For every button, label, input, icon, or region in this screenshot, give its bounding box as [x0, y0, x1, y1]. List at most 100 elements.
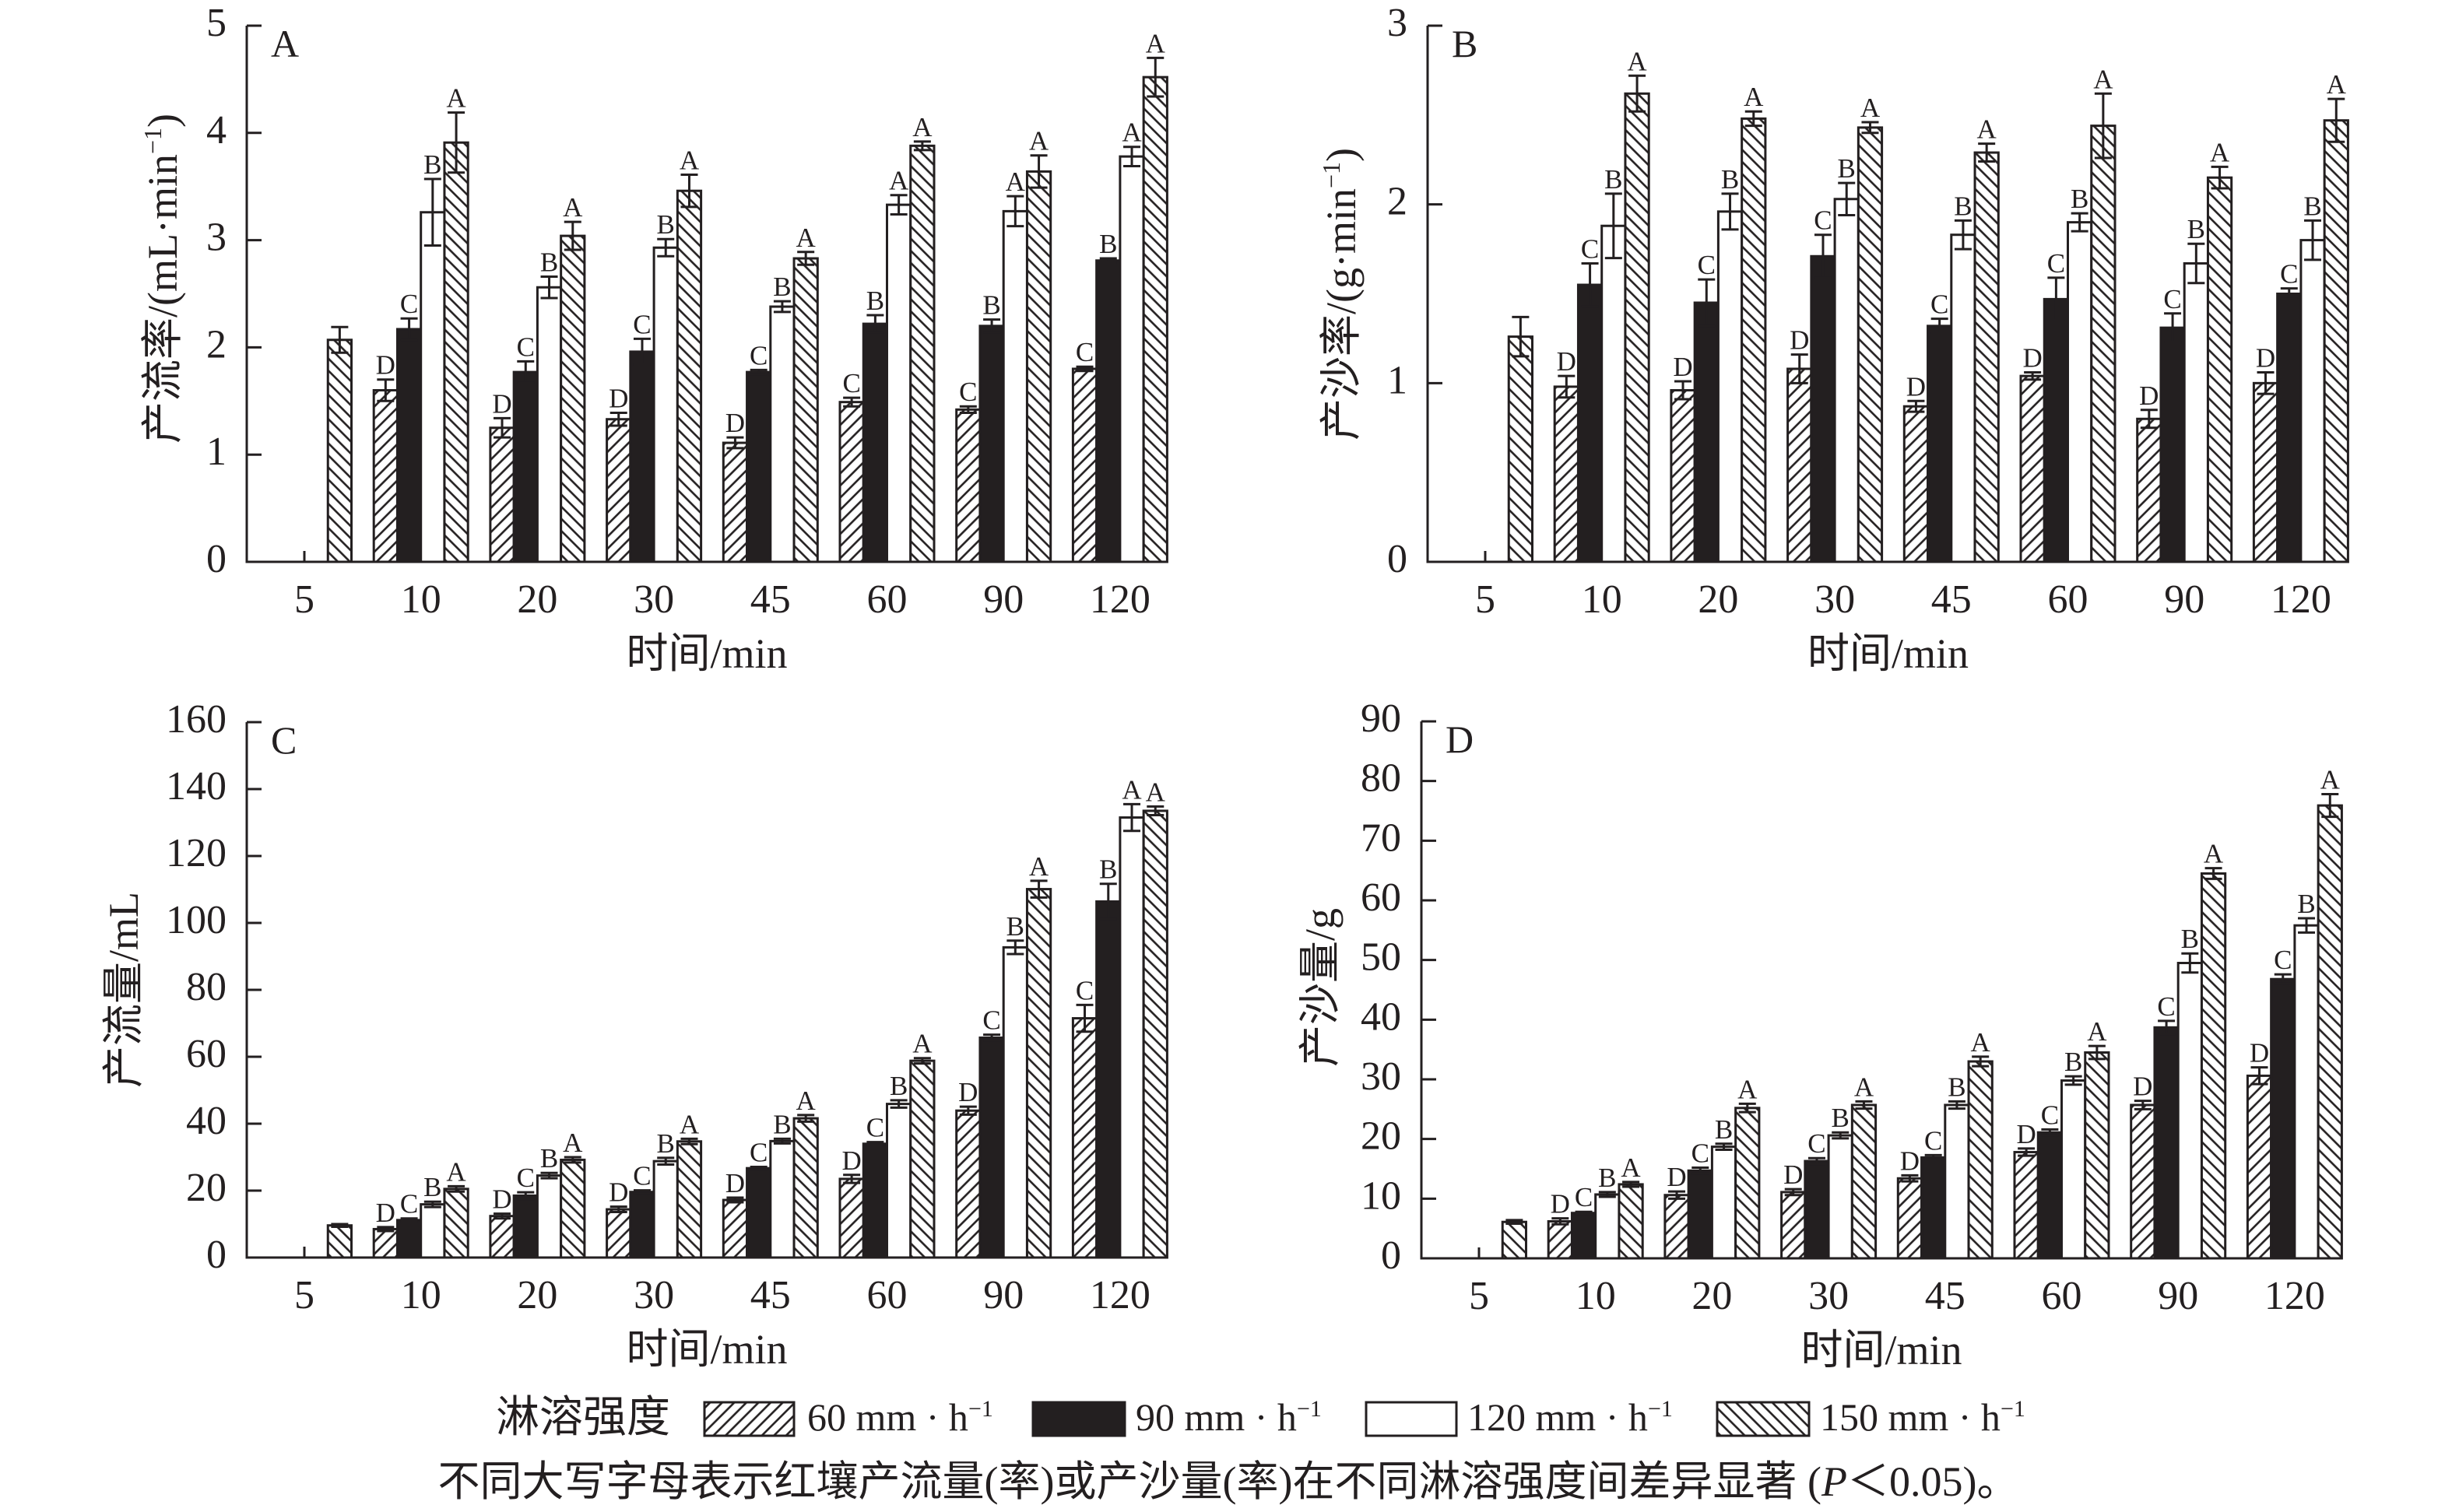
- error-bar: [1622, 1180, 1640, 1188]
- legend-label-text: 120 mm · h: [1467, 1395, 1648, 1439]
- bar-120mmh-45min: [1950, 233, 1976, 563]
- error-bar: [517, 1191, 535, 1201]
- error-bar: [609, 1205, 627, 1214]
- error-bar: [1076, 1003, 1094, 1033]
- significance-letter: C: [982, 1005, 1000, 1036]
- significance-letter: D: [1673, 352, 1692, 382]
- bar-120mmh-45min: [769, 1139, 796, 1259]
- bar-60mmh-45min: [722, 441, 749, 563]
- bar-60mmh-45min: [1902, 405, 1930, 563]
- x-tick-label: 120: [2271, 577, 2331, 622]
- bar-90mmh-120min: [1095, 259, 1122, 563]
- y-tick-label: 100: [166, 898, 227, 942]
- error-bar: [1738, 1102, 1756, 1114]
- x-tick-label: 10: [1582, 577, 1622, 622]
- error-bar: [2094, 92, 2112, 160]
- bar-90mmh-30min: [1804, 1159, 1830, 1260]
- error-bar: [400, 1217, 418, 1223]
- error-bar: [448, 1184, 465, 1193]
- y-tick-label: 0: [1381, 1233, 1401, 1278]
- significance-letter: B: [1006, 911, 1024, 942]
- legend-label-superscript: −1: [1648, 1396, 1673, 1422]
- bar-120mmh-20min: [1710, 1145, 1737, 1260]
- y-tick-label: 80: [1361, 756, 1401, 801]
- y-tick-label: 120: [166, 831, 227, 875]
- error-bar: [1832, 1131, 1850, 1140]
- bar-120mmh-120min: [1119, 816, 1145, 1259]
- significance-letter: A: [2320, 765, 2341, 795]
- significance-letter: B: [540, 247, 558, 277]
- bar-90mmh-120min: [2270, 977, 2296, 1260]
- y-tick-label: 3: [206, 216, 227, 260]
- significance-letter: C: [1930, 289, 1948, 320]
- bar-60mmh-120min: [1071, 367, 1098, 563]
- significance-letter: D: [958, 1077, 978, 1107]
- significance-letter: B: [1099, 229, 1117, 259]
- error-bar: [2298, 917, 2316, 934]
- y-tick-label: 1: [1387, 358, 1407, 402]
- error-bar: [494, 416, 511, 439]
- bar-120mmh-90min: [2176, 962, 2203, 1260]
- bar-90mmh-90min: [978, 1036, 1005, 1259]
- bar-60mmh-20min: [1670, 389, 1696, 563]
- bar-90mmh-60min: [862, 1142, 888, 1259]
- bar-90mmh-30min: [629, 350, 655, 563]
- significance-letter: B: [657, 209, 675, 240]
- x-tick-label: 5: [294, 1273, 314, 1317]
- error-bar: [657, 1156, 675, 1166]
- error-bar: [726, 1196, 744, 1204]
- error-bar: [1123, 802, 1141, 833]
- error-bar: [1558, 374, 1576, 399]
- bar-90mmh-90min: [978, 325, 1005, 563]
- panel-label: A: [271, 22, 299, 65]
- significance-letter: C: [1691, 1138, 1709, 1168]
- bar-150mmh-45min: [792, 257, 819, 563]
- bar-120mmh-120min: [2299, 239, 2326, 563]
- bar-120mmh-30min: [652, 246, 679, 563]
- significance-letter: D: [1790, 325, 1809, 356]
- error-bar: [1551, 1217, 1569, 1226]
- significance-letter: D: [609, 383, 628, 413]
- bar-90mmh-20min: [512, 370, 539, 563]
- significance-letter: C: [400, 289, 418, 319]
- error-bar: [1030, 879, 1048, 899]
- x-tick-label: 90: [983, 1273, 1024, 1317]
- significance-letter: C: [1581, 233, 1599, 264]
- bar-90mmh-10min: [395, 328, 423, 563]
- bar-120mmh-10min: [1594, 1193, 1621, 1260]
- bar-150mmh-5min: [1501, 1220, 1527, 1260]
- bar-60mmh-10min: [1553, 385, 1579, 563]
- caption-p-symbol: P: [1821, 1458, 1847, 1505]
- y-axis-title-suffix: ): [1318, 148, 1365, 162]
- y-axis-title: 产沙量/g: [1297, 908, 1344, 1067]
- significance-letter: C: [1807, 1128, 1825, 1159]
- bar-150mmh-30min: [676, 189, 703, 563]
- error-bar: [750, 368, 768, 376]
- bar-120mmh-120min: [1119, 155, 1145, 563]
- y-tick-label: 90: [1361, 696, 1401, 741]
- significance-letter: B: [657, 1128, 675, 1159]
- significance-letter: B: [1721, 164, 1739, 195]
- y-tick-label: 4: [206, 108, 227, 153]
- bar-90mmh-90min: [2153, 1026, 2180, 1260]
- legend-swatch-hatch-backward: [1716, 1401, 1811, 1437]
- y-tick-label: 160: [166, 697, 227, 742]
- bar-150mmh-120min: [2317, 804, 2343, 1260]
- significance-letter: A: [1006, 167, 1026, 197]
- error-bar: [1006, 939, 1024, 956]
- bar-60mmh-120min: [1071, 1017, 1098, 1259]
- error-bar: [633, 1189, 651, 1195]
- significance-letter: A: [889, 166, 909, 196]
- significance-letter: A: [1029, 851, 1049, 882]
- x-tick-label: 45: [750, 577, 791, 622]
- error-bar: [1512, 315, 1530, 358]
- y-tick-label: 60: [186, 1032, 227, 1076]
- error-bar: [2257, 371, 2275, 395]
- legend-label-superscript: −1: [2001, 1396, 2025, 1422]
- significance-letter: D: [841, 1145, 861, 1176]
- bar-60mmh-60min: [2013, 1151, 2039, 1260]
- error-bar: [1721, 192, 1739, 231]
